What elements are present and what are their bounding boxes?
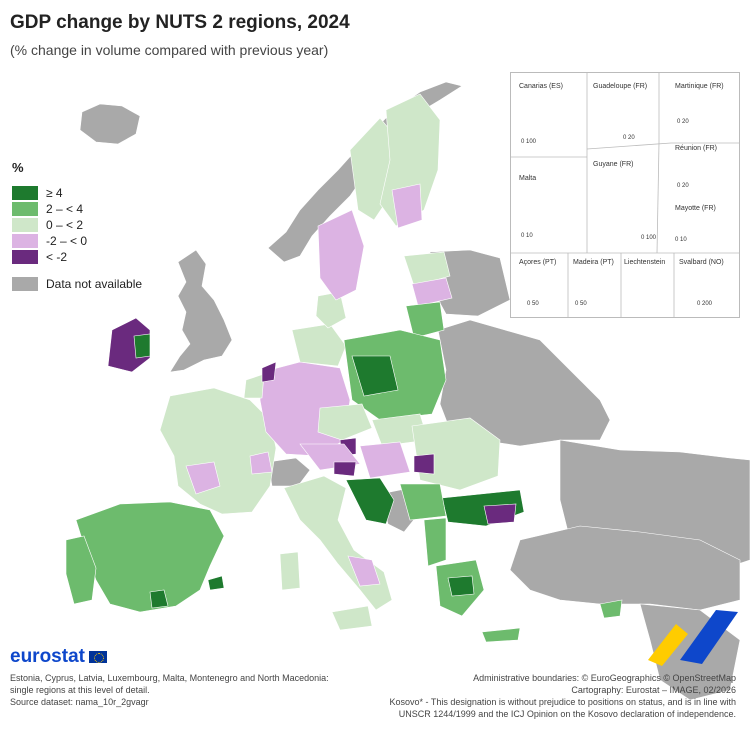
inset-label-svalbard: Svalbard (NO) [679, 259, 724, 266]
inset-label-mayotte: Mayotte (FR) [675, 205, 716, 212]
inset-label-malta: Malta [519, 175, 537, 182]
legend-item: -2 – < 0 [12, 233, 142, 249]
inset-scale-malta: 0 10 [521, 233, 533, 239]
legend-label: < -2 [46, 250, 68, 264]
legend-swatch [12, 186, 38, 200]
footer-notes: Estonia, Cyprus, Latvia, Luxembourg, Mal… [10, 672, 329, 708]
footer-source: Source dataset: nama_10r_2gvagr [10, 697, 149, 707]
inset-scale-acores: 0 50 [527, 301, 539, 307]
inset-label-acores: Açores (PT) [519, 259, 557, 266]
legend-na-item: Data not available [12, 277, 142, 291]
inset-scale-reunion: 0 20 [677, 183, 689, 189]
inset-label-reunion: Réunion (FR) [675, 145, 718, 152]
footer-credit-line: Administrative boundaries: © EuroGeograp… [473, 673, 736, 683]
footer-credit-line: Kosovo* - This designation is without pr… [389, 697, 736, 707]
legend-label: -2 – < 0 [46, 234, 88, 248]
legend-label: 0 – < 2 [46, 218, 84, 232]
footer-credit-line: Cartography: Eurostat – IMAGE, 02/2026 [571, 685, 736, 695]
inset-panel: Canarias (ES) 0 100 Guadeloupe (FR) 0 20… [510, 72, 740, 318]
legend-label: ≥ 4 [46, 186, 63, 200]
legend-label: 2 – < 4 [46, 202, 84, 216]
inset-scale-canarias: 0 100 [521, 139, 537, 145]
inset-scale-mayotte: 0 10 [675, 237, 687, 243]
inset-label-liechtenstein: Liechtenstein [624, 259, 666, 266]
legend: % ≥ 4 2 – < 4 0 – < 2 -2 – < 0 < -2 Data… [12, 160, 142, 291]
legend-item: 0 – < 2 [12, 217, 142, 233]
footer-note-line: Estonia, Cyprus, Latvia, Luxembourg, Mal… [10, 673, 329, 683]
inset-label-madeira: Madeira (PT) [573, 259, 614, 266]
inset-scale-guyane: 0 100 [641, 235, 657, 241]
footer-credit-line: UNSCR 1244/1999 and the ICJ Opinion on t… [398, 709, 736, 719]
brand-text: eurostat [10, 646, 85, 667]
inset-scale-martinique: 0 20 [677, 119, 689, 125]
legend-swatch-na [12, 277, 38, 291]
legend-swatch [12, 218, 38, 232]
inset-scale-guadeloupe: 0 20 [623, 135, 635, 141]
eurostat-logo: eurostat [10, 646, 107, 668]
inset-label-guadeloupe: Guadeloupe (FR) [593, 83, 648, 90]
inset-label-guyane: Guyane (FR) [593, 161, 634, 168]
legend-swatch [12, 250, 38, 264]
map-title: GDP change by NUTS 2 regions, 2024 [10, 12, 350, 33]
bta-logo [648, 610, 738, 666]
footer-note-line: single regions at this level of detail. [10, 685, 150, 695]
legend-swatch [12, 202, 38, 216]
inset-label-martinique: Martinique (FR) [675, 83, 724, 90]
legend-title: % [12, 160, 24, 175]
inset-dividers [511, 73, 739, 317]
legend-item: 2 – < 4 [12, 201, 142, 217]
legend-swatch [12, 234, 38, 248]
legend-item: ≥ 4 [12, 185, 142, 201]
footer-credits: Administrative boundaries: © EuroGeograp… [389, 672, 736, 720]
inset-label-canarias: Canarias (ES) [519, 83, 563, 90]
eu-regions [65, 93, 623, 643]
map-subtitle: (% change in volume compared with previo… [10, 42, 329, 58]
legend-na-label: Data not available [46, 277, 143, 291]
legend-item: < -2 [12, 249, 142, 265]
eu-flag-icon [88, 651, 107, 663]
inset-scale-madeira: 0 50 [575, 301, 587, 307]
inset-scale-svalbard: 0 200 [697, 301, 713, 307]
